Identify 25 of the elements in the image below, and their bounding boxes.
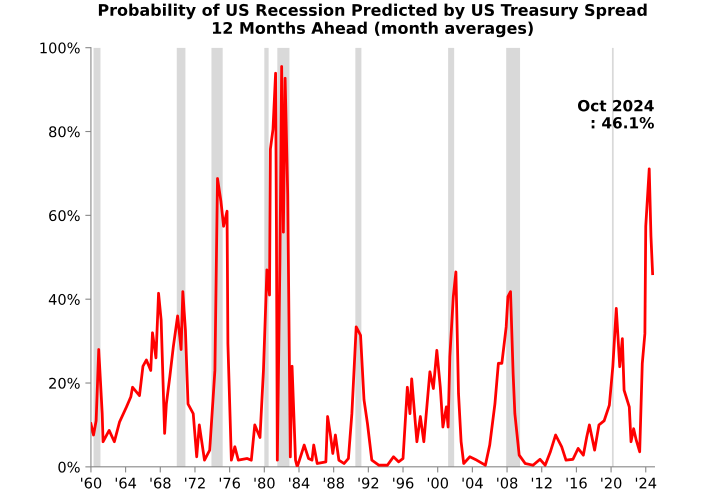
x-tick-label: '12 [532,478,552,488]
y-tick-label: 60% [49,210,80,222]
x-tick-label: '64 [116,478,136,489]
x-tick-label: '88 [324,478,344,489]
x-tick-label: '76 [220,478,240,489]
x-tick-label: '84 [289,478,310,489]
y-tick-label: 100% [40,42,80,54]
x-tick-label: '24 [636,478,656,488]
x-tick-label: '16 [566,478,587,489]
x-tick-label: '96 [393,478,414,489]
y-tick-label: 0% [58,462,80,473]
x-tick-label: '68 [150,478,171,489]
y-tick-label: 40% [48,294,80,305]
y-tick-label: 80% [49,126,80,138]
x-tick-label: '60 [81,478,102,489]
annotation: Oct 2024 : 46.1% [578,100,654,129]
x-tick-label: '08 [497,478,518,489]
x-tick-label: '20 [601,478,622,489]
x-tick-label: '92 [358,478,378,489]
chart-title: Probability of US Recession Predicted by US Treasury Spread 12 Months Ahead (month averages) [98,4,647,38]
x-tick-label: '00 [428,478,448,489]
x-tick-label: '04 [462,478,483,489]
x-tick-label: '72 [185,478,205,488]
x-tick-label: '80 [254,478,275,489]
y-tick-label: 20% [49,378,80,389]
